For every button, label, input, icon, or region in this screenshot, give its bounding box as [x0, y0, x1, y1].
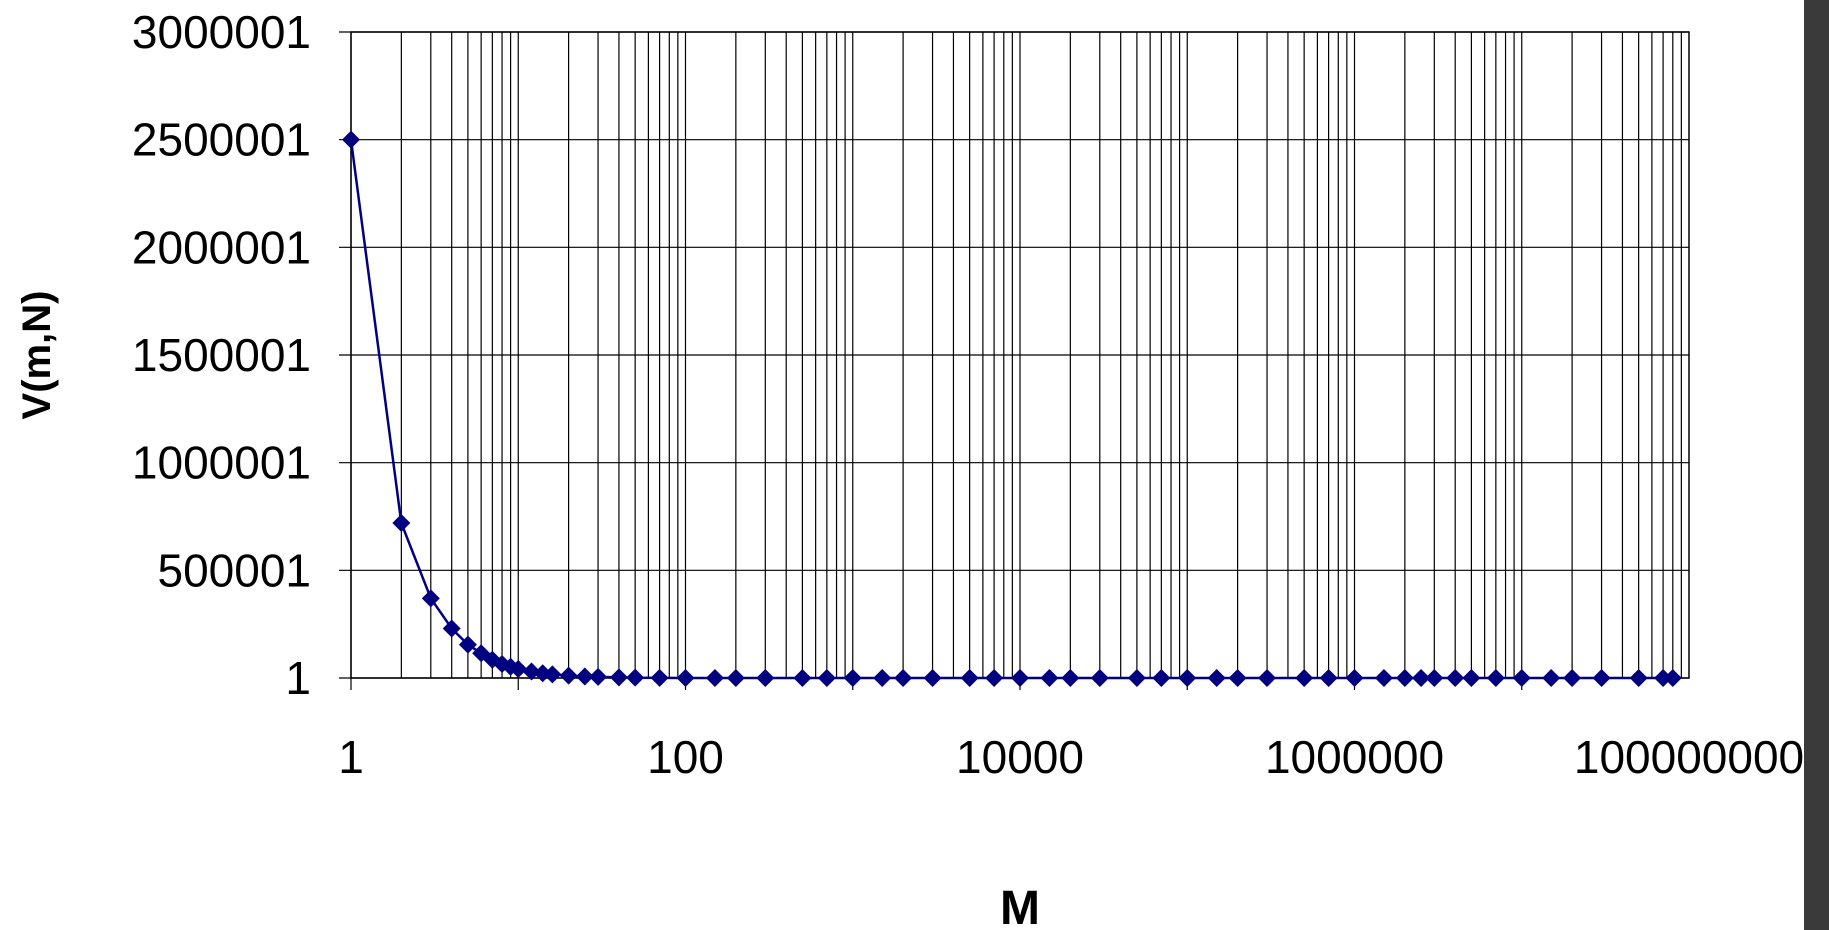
data-point — [1654, 669, 1673, 687]
data-point — [575, 667, 594, 686]
x-tick-label: 100000000 — [1574, 731, 1804, 783]
data-point — [756, 668, 775, 687]
data-point — [1228, 669, 1247, 687]
data-point — [421, 589, 440, 608]
data-point — [843, 668, 862, 687]
data-point — [1542, 669, 1561, 687]
data-point — [342, 130, 360, 149]
data-point — [1563, 669, 1582, 687]
data-point — [1152, 669, 1171, 687]
data-point — [392, 513, 411, 532]
grid — [339, 31, 1689, 690]
data-point — [589, 667, 608, 686]
y-axis-tick-labels: 1500001100000115000012000001250000130000… — [132, 6, 311, 704]
data-point — [793, 668, 812, 687]
y-axis-title: V(m,N) — [15, 291, 59, 420]
data-point — [626, 668, 645, 687]
data-point — [522, 662, 541, 681]
data-point — [442, 619, 461, 638]
data-point — [543, 665, 562, 684]
data-point — [894, 669, 913, 687]
data-point — [1295, 669, 1314, 687]
data-point — [650, 668, 669, 687]
data-point — [1629, 669, 1648, 687]
data-point — [1207, 669, 1226, 687]
series-markers — [342, 130, 1682, 687]
y-tick-label: 1 — [285, 652, 311, 704]
data-point — [1663, 669, 1682, 687]
data-point — [1011, 669, 1029, 687]
data-point — [1486, 669, 1505, 687]
data-point — [1345, 669, 1364, 687]
data-point — [1462, 669, 1481, 687]
data-point — [1319, 669, 1338, 687]
data-point — [1040, 669, 1059, 687]
data-point — [985, 669, 1004, 687]
x-tick-label: 100 — [647, 731, 724, 783]
y-tick-label: 500001 — [158, 544, 312, 596]
data-point — [1395, 669, 1414, 687]
data-point — [1061, 669, 1080, 687]
data-point — [923, 669, 942, 687]
data-point — [1178, 669, 1197, 687]
x-tick-label: 1000000 — [1265, 731, 1444, 783]
data-point — [873, 669, 892, 687]
data-point — [609, 668, 628, 687]
y-tick-label: 2000001 — [132, 221, 311, 273]
y-tick-label: 3000001 — [132, 6, 311, 58]
data-point — [509, 659, 528, 678]
x-axis-tick-labels: 1 100 10000 1000000 100000000 — [338, 731, 1804, 783]
data-point — [458, 635, 477, 654]
x-axis-title: M — [1000, 882, 1040, 930]
data-point — [705, 668, 724, 687]
y-tick-label: 1500001 — [132, 329, 311, 381]
data-point — [1512, 669, 1531, 687]
x-tick-label: 10000 — [956, 731, 1084, 783]
data-point — [1412, 669, 1431, 687]
data-point — [1446, 669, 1465, 687]
x-tick-label: 1 — [338, 731, 364, 783]
data-point — [559, 666, 578, 685]
y-tick-label: 1000001 — [132, 437, 311, 489]
data-point — [1127, 669, 1146, 687]
y-tick-label: 2500001 — [132, 114, 311, 166]
data-point — [1592, 669, 1611, 687]
window-edge-bar — [1804, 0, 1829, 930]
data-point — [1374, 669, 1393, 687]
data-point — [960, 669, 979, 687]
data-point — [1090, 669, 1109, 687]
data-point — [1258, 669, 1277, 687]
data-point — [676, 668, 695, 687]
data-point — [817, 668, 836, 687]
data-point — [1425, 669, 1444, 687]
data-point — [726, 668, 745, 687]
